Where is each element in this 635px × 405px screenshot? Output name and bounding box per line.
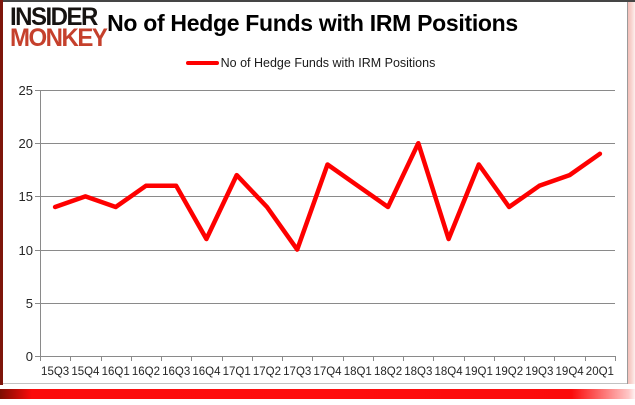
x-axis-label-19Q3: 19Q3 [525, 366, 553, 378]
x-axis-label-17Q3: 17Q3 [283, 366, 311, 378]
x-axis-label-16Q1: 16Q1 [102, 366, 130, 378]
chart-title: No of Hedge Funds with IRM Positions [107, 10, 518, 36]
legend-label: No of Hedge Funds with IRM Positions [220, 56, 436, 70]
top-border [0, 0, 635, 2]
x-axis-label-19Q2: 19Q2 [495, 366, 523, 378]
y-axis-label-15: 15 [19, 189, 33, 204]
x-axis-label-18Q2: 18Q2 [374, 366, 402, 378]
x-axis-label-17Q2: 17Q2 [253, 366, 281, 378]
card-right-border [627, 2, 628, 384]
x-axis-label-17Q4: 17Q4 [313, 366, 342, 378]
x-axis-label-19Q4: 19Q4 [556, 366, 585, 378]
x-axis-label-20Q1: 20Q1 [586, 366, 614, 378]
x-axis-label-18Q4: 18Q4 [434, 366, 463, 378]
left-border [0, 0, 3, 385]
y-axis-label-20: 20 [19, 136, 33, 151]
legend-line-swatch [185, 61, 219, 65]
y-axis-label-0: 0 [26, 349, 33, 364]
x-axis-label-17Q1: 17Q1 [223, 366, 251, 378]
x-axis-label-16Q2: 16Q2 [132, 366, 160, 378]
x-axis-label-18Q1: 18Q1 [344, 366, 372, 378]
chart-legend: No of Hedge Funds with IRM Positions [0, 56, 621, 70]
series-line [52, 140, 603, 252]
x-axis-label-15Q4: 15Q4 [71, 366, 100, 378]
x-axis-label-19Q1: 19Q1 [465, 366, 493, 378]
x-axis-label-16Q4: 16Q4 [192, 366, 221, 378]
y-axis-label-25: 25 [19, 83, 33, 98]
x-axis-label-15Q3: 15Q3 [41, 366, 69, 378]
card-bottom-border [3, 383, 627, 384]
logo-word-insider: INSIDER [10, 2, 98, 32]
bottom-red-bar [0, 389, 635, 399]
x-axis-label-18Q3: 18Q3 [404, 366, 432, 378]
y-axis-label-5: 5 [26, 296, 33, 311]
x-axis-label-16Q3: 16Q3 [162, 366, 190, 378]
right-pink-strip [628, 2, 635, 384]
y-axis-label-10: 10 [19, 243, 33, 258]
insider-monkey-logo: INSIDER MONKEY [10, 2, 108, 53]
logo-word-monkey: MONKEY [10, 24, 108, 53]
